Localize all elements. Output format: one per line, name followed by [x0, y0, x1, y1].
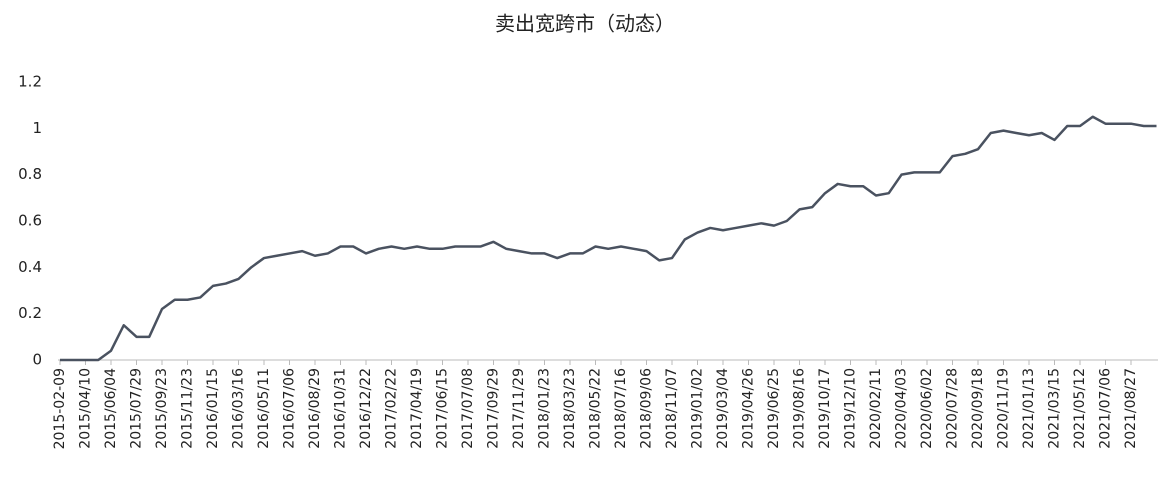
- y-tick-label: 0.8: [18, 165, 42, 183]
- x-tick-label: 2015/11/23: [180, 368, 196, 449]
- x-tick-label: 2020/07/28: [945, 368, 961, 449]
- x-tick-label: 2021/05/12: [1072, 368, 1088, 449]
- x-tick-label: 2021/03/15: [1047, 368, 1063, 449]
- x-tick-label: 2017/07/08: [460, 368, 476, 449]
- y-tick-label: 1: [32, 119, 42, 137]
- x-tick-label: 2019/06/25: [766, 368, 782, 449]
- x-tick-label: 2019/01/02: [690, 368, 706, 449]
- x-tick-label: 2016/03/16: [231, 368, 247, 449]
- y-tick-label: 0: [32, 351, 42, 369]
- y-tick-label: 0.2: [18, 304, 42, 322]
- x-tick-label: 2015/07/29: [129, 368, 145, 449]
- x-tick-label: 2018/01/23: [537, 368, 553, 449]
- x-tick-label: 2017/09/29: [486, 368, 502, 449]
- x-tick-label: 2017/04/19: [409, 368, 425, 449]
- x-tick-label: 2018/09/06: [639, 368, 655, 449]
- series-line: [60, 115, 1157, 362]
- x-tick-label: 2021/07/06: [1098, 368, 1114, 449]
- x-tick-label: 2019/03/04: [715, 368, 731, 449]
- x-tick-label: 2020/11/19: [996, 368, 1012, 449]
- x-tick-label: 2018/05/22: [588, 368, 604, 449]
- x-tick-label: 2016/12/22: [358, 368, 374, 449]
- x-tick-label: 2019/08/16: [792, 368, 808, 449]
- x-tick-label: 2020/09/18: [970, 368, 986, 449]
- x-tick-label: 2020/06/02: [919, 368, 935, 449]
- x-tick-label: 2016/08/29: [307, 368, 323, 449]
- x-tick-label: 2016/05/11: [256, 368, 272, 449]
- x-tick-label: 2015/09/23: [154, 368, 170, 449]
- x-tick-label: 2018/11/07: [664, 368, 680, 449]
- x-tick-label: 2020/04/03: [894, 368, 910, 449]
- x-tick-label: 2020/02/11: [868, 368, 884, 449]
- x-tick-label: 2021/08/27: [1123, 368, 1139, 449]
- y-tick-label: 0.6: [18, 212, 42, 230]
- x-tick-label: 2019/10/17: [817, 368, 833, 449]
- x-tick-label: 2017/06/15: [435, 368, 451, 449]
- x-tick-label: 2019/04/26: [741, 368, 757, 449]
- x-tick-label: 2015-02-09: [52, 368, 68, 449]
- x-tick-label: 2015/06/04: [103, 368, 119, 449]
- x-tick-label: 2015/04/10: [78, 368, 94, 449]
- y-tick-label: 0.4: [18, 258, 42, 276]
- x-tick-label: 2017/11/29: [511, 368, 527, 449]
- x-tick-label: 2016/10/31: [333, 368, 349, 449]
- x-tick-label: 2017/02/22: [384, 368, 400, 449]
- x-tick-label: 2018/07/16: [613, 368, 629, 449]
- y-tick-label: 1.2: [18, 73, 42, 91]
- x-tick-label: 2016/07/06: [282, 368, 298, 449]
- x-tick-label: 2019/12/10: [843, 368, 859, 449]
- x-tick-label: 2016/01/15: [205, 368, 221, 449]
- x-tick-label: 2018/03/23: [562, 368, 578, 449]
- x-tick-label: 2021/01/13: [1021, 368, 1037, 449]
- chart-title: 卖出宽跨市（动态）: [495, 12, 675, 36]
